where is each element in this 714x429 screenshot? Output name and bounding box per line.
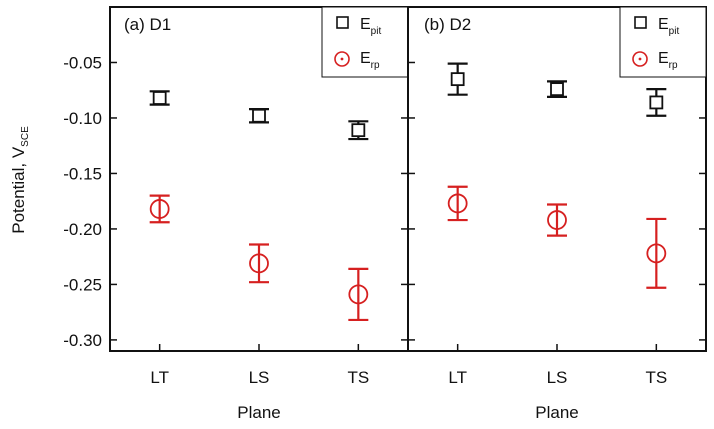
legend-marker-rp-a [334,51,350,67]
legend-label-pit-a: Epit [360,16,381,37]
x-ticks-b: LT LS TS [448,344,667,387]
y-tick-label: -0.20 [63,220,102,239]
y-tick-label: -0.10 [63,109,102,128]
square-marker [649,95,664,110]
panel-label-a: (a) D1 [124,15,171,34]
point-pit-lt-a [149,90,170,106]
circle-marker [547,210,567,230]
x-ticks-a: LT LS TS [150,344,369,387]
y-tick-label: -0.05 [63,53,102,72]
legend-label-rp-b: Erp [658,50,678,71]
panel-label-b: (b) D2 [424,15,471,34]
panel-b: (b) D2 LT LS TS Epit Erp Plane [407,6,707,422]
y-ticks: -0.05 -0.10 -0.15 -0.20 -0.25 -0.30 [63,53,408,350]
y-tick-label: -0.25 [63,275,102,294]
legend-marker-pit-b [634,16,647,29]
x-tick-label-ts: TS [347,368,369,387]
square-marker [550,82,564,97]
legend-b: Epit Erp [619,6,707,78]
legend-marker-rp-dot-b [638,57,642,61]
data-marks-b [408,61,706,341]
point-pit-lt-b [447,62,468,96]
square-marker [252,108,266,123]
point-pit-ls-a [249,107,269,124]
circle-marker [646,243,667,264]
point-rp-ts-b [646,217,667,289]
legend-marker-rp-b [632,51,648,67]
circle-marker [249,253,269,274]
x-axis-title-a: Plane [237,403,280,422]
data-marks-a [149,90,369,322]
x-tick-label-lt: LT [448,368,467,387]
point-rp-ls-a [249,243,269,284]
legend-a: Epit Erp [321,6,409,78]
y-tick-label: -0.15 [63,164,102,183]
legend-marker-rp-dot-a [340,57,344,61]
x-axis-title-b: Plane [535,403,578,422]
circle-marker [149,199,170,219]
point-rp-ls-b [547,203,567,237]
x-tick-label-ls: LS [249,368,270,387]
point-rp-lt-b [447,185,468,222]
legend-label-rp-a: Erp [360,50,380,71]
x-tick-label-ts: TS [645,368,667,387]
x-tick-label-lt: LT [150,368,169,387]
point-pit-ts-a [348,120,369,141]
x-tick-label-ls: LS [547,368,568,387]
y-axis-title: Potential, VSCE [9,126,31,234]
point-pit-ts-b [646,88,667,117]
circle-marker [348,284,369,305]
square-marker [351,123,366,138]
square-marker [450,72,465,87]
legend-label-pit-b: Epit [658,16,679,37]
circle-marker [447,193,468,214]
point-rp-ts-a [348,267,369,322]
panel-a: (a) D1 -0.05 -0.10 -0.15 -0.20 -0.25 -0.30 LT… [63,6,409,422]
legend-marker-pit-a [336,16,349,29]
point-rp-lt-a [149,194,170,224]
point-pit-ls-b [547,80,567,98]
y-tick-label: -0.30 [63,331,102,350]
square-marker [152,91,167,105]
